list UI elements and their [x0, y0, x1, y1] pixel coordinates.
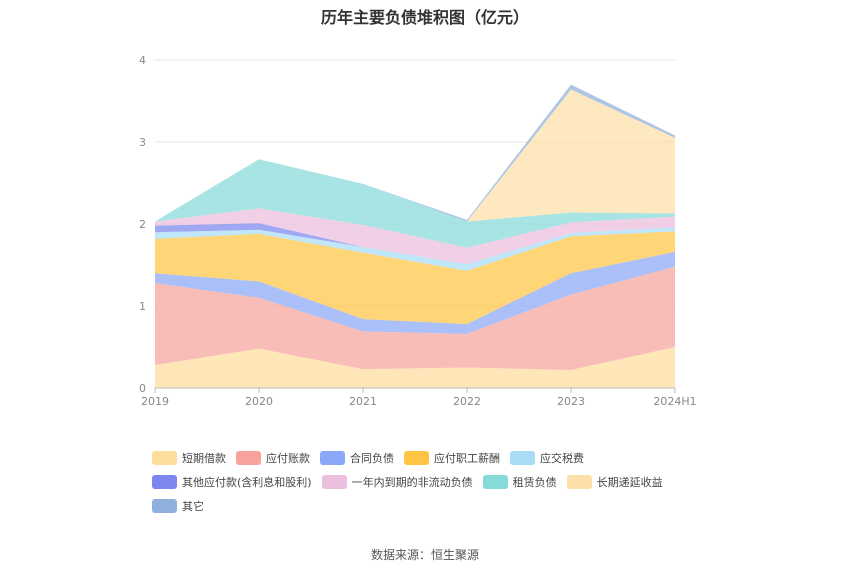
area-series-2 [155, 251, 675, 334]
legend-label: 应付职工薪酬 [434, 452, 500, 465]
area-series-7 [155, 159, 675, 248]
axes: 0 1 2 3 4 2019 2020 2021 2022 2023 2024H1 [139, 54, 697, 408]
legend-item[interactable]: 租赁负债 [482, 474, 557, 490]
legend-swatch [510, 451, 535, 465]
area-series-4 [155, 227, 675, 271]
legend-item[interactable]: 长期递延收益 [566, 474, 663, 490]
x-tick-label: 2020 [245, 395, 273, 408]
y-tick-label: 3 [139, 136, 146, 149]
legend-item[interactable]: 其它 [152, 498, 204, 514]
legend-item[interactable]: 合同负债 [320, 450, 394, 466]
legend-label: 应交税费 [540, 452, 584, 465]
legend-label: 短期借款 [182, 452, 226, 465]
y-tick-label: 1 [139, 300, 146, 313]
y-tick-label: 0 [139, 382, 146, 395]
legend-swatch [320, 451, 345, 465]
x-tick-label: 2023 [557, 395, 585, 408]
legend-swatch [566, 475, 592, 489]
legend-item[interactable]: 应付职工薪酬 [404, 450, 500, 466]
area-series-9 [155, 84, 675, 222]
legend-label: 合同负债 [350, 452, 394, 465]
x-tick-label: 2021 [349, 395, 377, 408]
legend: 短期借款 应付账款 合同负债 应付职工薪酬 应交税费其他应付款(含利息和股利) 一年内到期… [152, 446, 752, 518]
legend-row: 其它 [152, 494, 752, 518]
legend-row: 其他应付款(含利息和股利) 一年内到期的非流动负债 租赁负债 长期递延收益 [152, 470, 752, 494]
x-tick-label: 2019 [141, 395, 169, 408]
data-source: 数据来源：恒生聚源 [370, 548, 479, 562]
legend-swatch [404, 451, 429, 465]
legend-item[interactable]: 一年内到期的非流动负债 [321, 474, 473, 490]
legend-swatch [152, 475, 177, 489]
legend-label: 其他应付款(含利息和股利) [182, 476, 312, 489]
y-tick-label: 4 [139, 54, 146, 67]
legend-swatch [236, 451, 261, 465]
area-series-3 [155, 231, 675, 325]
chart-title: 历年主要负债堆积图（亿元） [320, 8, 529, 27]
area-series-1 [155, 266, 675, 370]
legend-item[interactable]: 应交税费 [510, 450, 584, 466]
legend-label: 租赁负债 [512, 476, 557, 489]
area-series-0 [155, 347, 675, 388]
legend-row: 短期借款 应付账款 合同负债 应付职工薪酬 应交税费 [152, 446, 752, 470]
legend-label: 一年内到期的非流动负债 [351, 476, 473, 489]
y-tick-label: 2 [139, 218, 146, 231]
area-series-8 [155, 89, 675, 222]
stacked-area-chart: 0 1 2 3 4 2019 2020 2021 2022 2023 2024H1 [139, 54, 697, 408]
area-series-5 [155, 223, 675, 265]
legend-item[interactable]: 其他应付款(含利息和股利) [152, 474, 312, 490]
legend-label: 其它 [182, 500, 204, 513]
legend-swatch [321, 475, 347, 489]
legend-swatch [152, 499, 177, 513]
legend-swatch [482, 475, 508, 489]
legend-item[interactable]: 应付账款 [236, 450, 310, 466]
legend-item[interactable]: 短期借款 [152, 450, 226, 466]
x-tick-label: 2024H1 [653, 395, 696, 408]
legend-swatch [152, 451, 177, 465]
legend-label: 长期递延收益 [596, 476, 663, 489]
legend-label: 应付账款 [266, 452, 310, 465]
x-tick-label: 2022 [453, 395, 481, 408]
series-areas [155, 84, 675, 388]
area-series-6 [155, 208, 675, 265]
